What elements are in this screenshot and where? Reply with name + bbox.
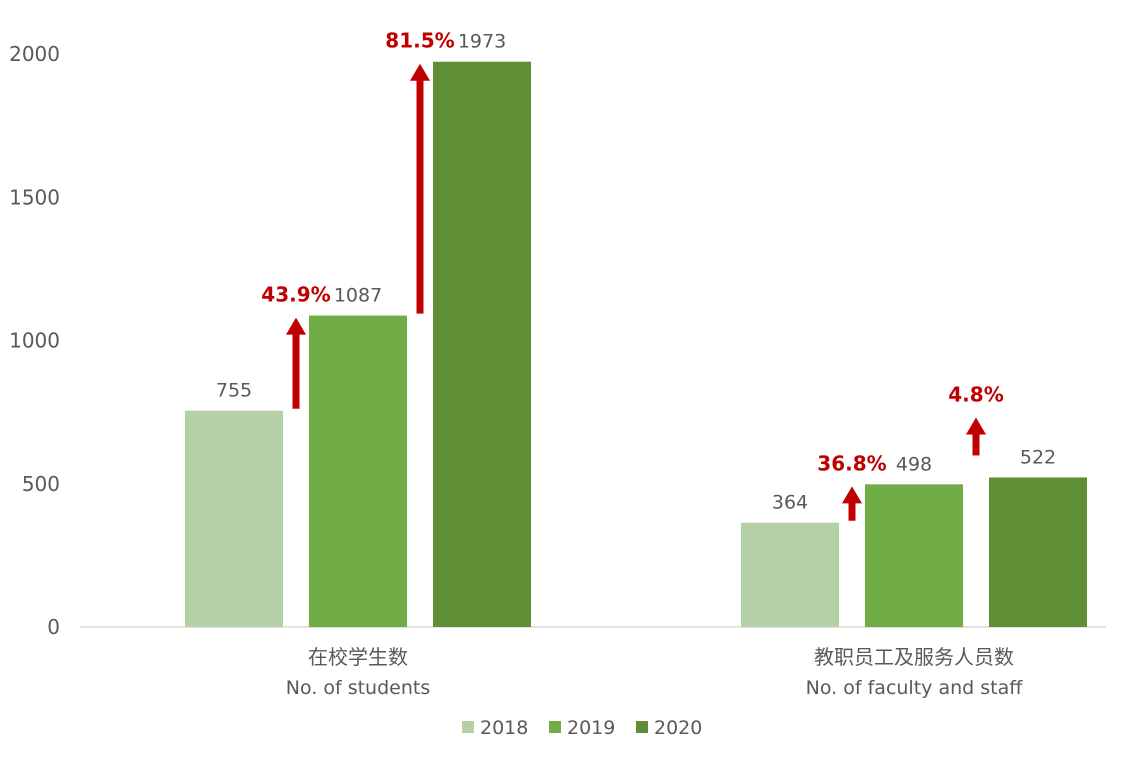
y-tick-label: 0	[47, 615, 60, 639]
data-label: 522	[1020, 446, 1056, 468]
bar-2020-students	[433, 61, 531, 628]
growth-arrow-head	[842, 486, 862, 504]
legend-swatch	[462, 721, 474, 733]
bar-2018-students	[185, 410, 283, 627]
category-label-zh: 在校学生数	[308, 645, 408, 669]
growth-arrow	[842, 486, 862, 521]
bar-2019-faculty	[865, 484, 963, 627]
category-label-zh: 教职员工及服务人员数	[814, 645, 1014, 669]
growth-label: 43.9%	[261, 283, 330, 307]
legend-label: 2020	[654, 717, 702, 739]
growth-arrow	[286, 317, 306, 409]
bar-2019-students	[309, 315, 407, 627]
y-tick-label: 1500	[9, 185, 60, 209]
growth-annotations: 43.9% 81.5% 36.8% 4.8%	[261, 29, 1004, 521]
growth-arrow-head	[286, 317, 306, 335]
data-label: 364	[772, 492, 808, 514]
category-label-en: No. of students	[286, 677, 430, 699]
growth-label: 36.8%	[817, 451, 886, 475]
growth-arrow	[966, 417, 986, 456]
legend-item-2019: 2019	[549, 717, 615, 739]
bar-2018-faculty	[741, 522, 839, 627]
data-label: 1087	[334, 285, 382, 307]
legend-swatch	[549, 721, 561, 733]
growth-arrow	[410, 63, 430, 314]
growth-label: 81.5%	[385, 29, 454, 53]
y-tick-label: 500	[22, 472, 60, 496]
data-labels-group: 755 1087 1973 364 498 522	[216, 31, 1056, 514]
y-axis: 0 500 1000 1500 2000	[9, 42, 60, 639]
legend: 2018 2019 2020	[462, 717, 702, 739]
category-labels: 在校学生数 No. of students 教职员工及服务人员数 No. of fac…	[286, 645, 1023, 699]
bars-group	[185, 61, 1087, 628]
data-label: 1973	[458, 31, 506, 53]
y-tick-label: 2000	[9, 42, 60, 66]
growth-label: 4.8%	[948, 382, 1003, 406]
legend-item-2018: 2018	[462, 717, 528, 739]
legend-item-2020: 2020	[636, 717, 702, 739]
data-label: 498	[896, 453, 932, 475]
growth-arrow-shaft	[416, 79, 424, 314]
legend-label: 2019	[567, 717, 615, 739]
growth-arrow-shaft	[292, 333, 300, 409]
bar-2020-faculty	[989, 477, 1087, 627]
growth-arrow-head	[410, 63, 430, 81]
growth-arrow-head	[966, 417, 986, 435]
y-tick-label: 1000	[9, 329, 60, 353]
legend-label: 2018	[480, 717, 528, 739]
growth-arrow-shaft	[972, 433, 980, 456]
category-label-en: No. of faculty and staff	[806, 677, 1024, 699]
legend-swatch	[636, 721, 648, 733]
data-label: 755	[216, 380, 252, 402]
growth-arrow-shaft	[848, 502, 856, 521]
